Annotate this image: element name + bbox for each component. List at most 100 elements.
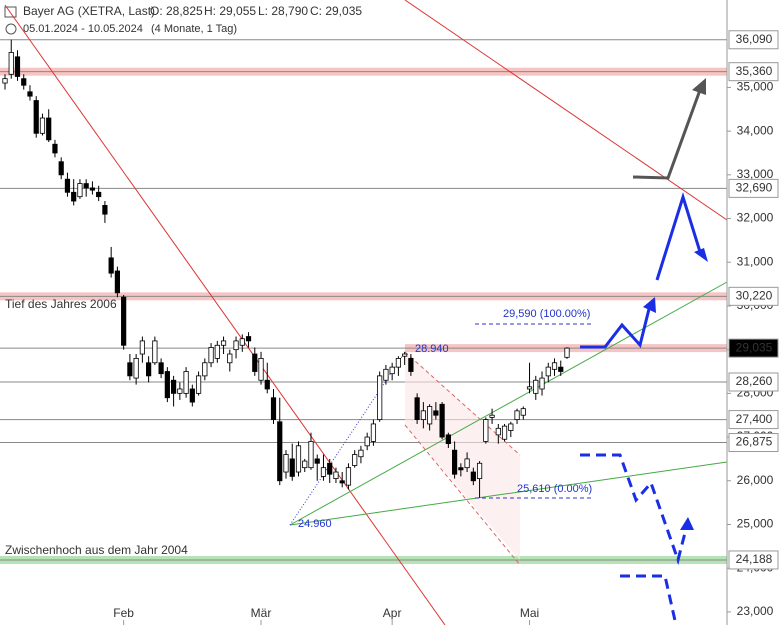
arrow-head bbox=[692, 78, 706, 95]
price-box bbox=[728, 286, 779, 306]
y-tick-label: 26,000 bbox=[737, 473, 774, 487]
candle-body bbox=[164, 371, 170, 399]
candle-body bbox=[139, 340, 145, 355]
candle-body bbox=[89, 187, 96, 191]
annotation: 29,590 (100.00%) bbox=[503, 308, 590, 320]
arrow bbox=[632, 89, 702, 180]
candle-body bbox=[514, 410, 520, 420]
price-box bbox=[728, 62, 779, 82]
price-box bbox=[728, 433, 779, 453]
candle-body bbox=[339, 480, 345, 484]
candle-body bbox=[252, 353, 258, 372]
candle-body bbox=[208, 347, 214, 364]
annotation: Zwischenhoch aus dem Jahr 2004 bbox=[5, 543, 188, 557]
candle-body bbox=[526, 386, 533, 390]
subtitle: 05.01.2024 - 10.05.2024 bbox=[23, 23, 143, 35]
y-tick-label: 23,000 bbox=[737, 604, 774, 618]
arrow bbox=[580, 453, 689, 566]
arrow bbox=[655, 191, 703, 281]
y-tick-label: 25,000 bbox=[737, 517, 774, 531]
candle-body bbox=[195, 375, 202, 394]
axis: 23,00024,00025,00026,00027,00028,00029,0… bbox=[113, 30, 779, 625]
candle-body bbox=[277, 421, 283, 482]
candle-body bbox=[451, 449, 458, 475]
candle-body bbox=[333, 471, 339, 479]
price-label: 26,875 bbox=[736, 435, 773, 449]
candle-body bbox=[189, 388, 195, 403]
candle-body bbox=[133, 357, 139, 379]
candle-body bbox=[270, 397, 277, 420]
trend-line bbox=[289, 461, 728, 526]
y-tick-label: 33,000 bbox=[737, 167, 774, 181]
candle-body bbox=[2, 78, 8, 84]
candle-body bbox=[52, 143, 58, 154]
candle-body bbox=[108, 257, 114, 274]
candles bbox=[2, 39, 570, 498]
candle-body bbox=[258, 357, 264, 381]
price-box bbox=[728, 550, 779, 570]
annotation: Tief des Jahres 2006 bbox=[5, 297, 117, 311]
candle-body bbox=[558, 366, 564, 372]
price-label: 32,690 bbox=[736, 181, 773, 195]
candle-body bbox=[533, 379, 539, 394]
candle-body bbox=[476, 462, 483, 479]
candle-body bbox=[433, 410, 439, 416]
candle-body bbox=[470, 471, 476, 482]
price-label: 35,360 bbox=[736, 64, 773, 78]
candle-body bbox=[127, 362, 133, 377]
candle-body bbox=[152, 340, 158, 364]
candle-body bbox=[170, 379, 177, 394]
trend-line bbox=[289, 281, 728, 526]
chart-icon bbox=[4, 6, 17, 18]
candle-body bbox=[102, 205, 108, 215]
candle-body bbox=[458, 467, 464, 471]
candle-body bbox=[327, 462, 333, 475]
candle-body bbox=[445, 434, 451, 445]
candle-body bbox=[302, 460, 308, 469]
channel-line bbox=[404, 351, 521, 456]
candle-body bbox=[508, 423, 514, 431]
candle-body bbox=[383, 368, 389, 381]
annotation: 24.960 bbox=[298, 518, 332, 530]
candle-body bbox=[539, 377, 545, 390]
candle-body bbox=[202, 362, 208, 377]
candle-body bbox=[220, 340, 227, 346]
candle-body bbox=[64, 178, 71, 193]
arrow-head bbox=[643, 297, 656, 313]
candle-body bbox=[58, 161, 64, 176]
price-label: 29,035 bbox=[736, 340, 773, 354]
x-tick-label: Apr bbox=[383, 606, 402, 620]
candle-body bbox=[158, 362, 164, 375]
candle-body bbox=[364, 436, 370, 447]
arrow bbox=[580, 304, 652, 349]
candle-body bbox=[39, 117, 46, 134]
candle-body bbox=[420, 410, 426, 420]
x-tick-label: Feb bbox=[113, 606, 134, 620]
candle-body bbox=[314, 458, 320, 464]
candle-body bbox=[183, 371, 189, 394]
candle-body bbox=[8, 52, 14, 75]
ohlc: C: 29,035 bbox=[310, 4, 362, 18]
candle-body bbox=[427, 406, 433, 425]
candle-body bbox=[408, 357, 414, 372]
x-tick-label: Mai bbox=[520, 606, 539, 620]
candle-body bbox=[489, 414, 495, 418]
candle-body bbox=[114, 270, 120, 294]
candle-body bbox=[83, 183, 89, 189]
candle-body bbox=[214, 344, 220, 359]
candle-body bbox=[245, 336, 252, 342]
candle-body bbox=[439, 403, 445, 438]
candle-body bbox=[121, 296, 127, 346]
candle-body bbox=[96, 191, 102, 198]
candle-body bbox=[501, 425, 508, 440]
candle-body bbox=[308, 441, 314, 469]
arrow-head bbox=[694, 248, 708, 262]
candle-body bbox=[146, 362, 152, 377]
candle-body bbox=[33, 100, 39, 134]
candle-body bbox=[402, 353, 408, 357]
candle-body bbox=[545, 366, 551, 377]
candle-body bbox=[239, 338, 245, 346]
ohlc: H: 29,055 bbox=[204, 4, 256, 18]
